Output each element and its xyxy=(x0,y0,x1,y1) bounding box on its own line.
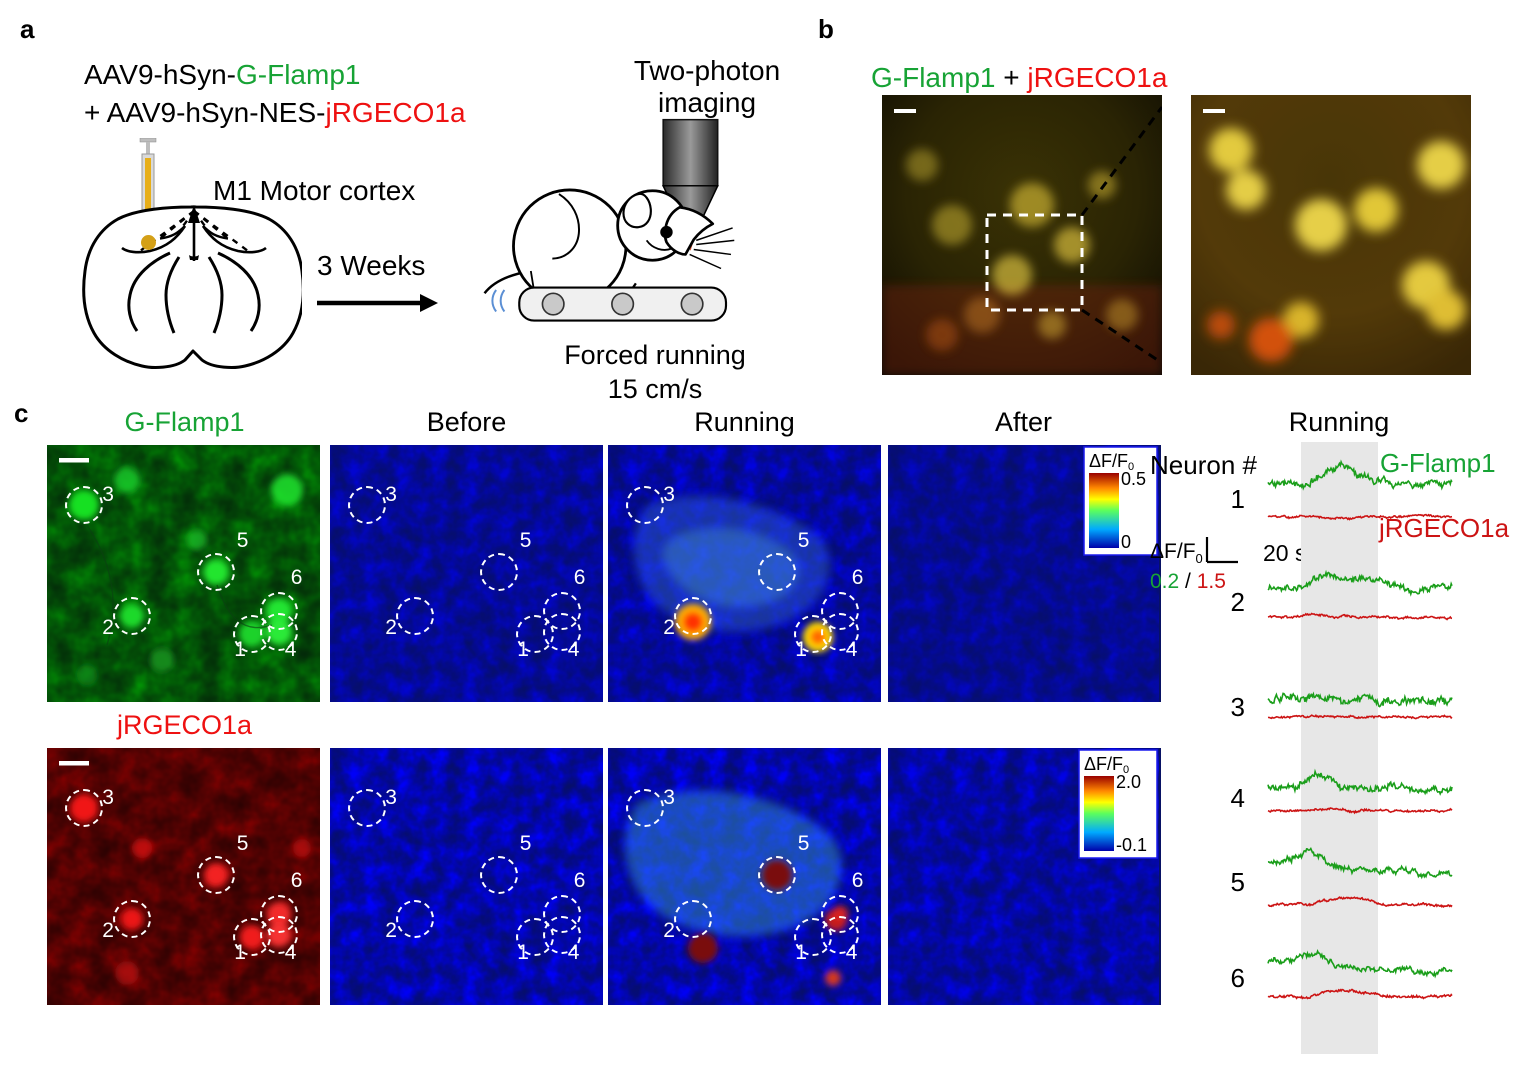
svg-text:0: 0 xyxy=(1121,532,1131,552)
svg-text:4: 4 xyxy=(1231,783,1245,813)
svg-text:2.0: 2.0 xyxy=(1116,772,1141,792)
svg-text:2: 2 xyxy=(1231,587,1245,617)
svg-text:0.5: 0.5 xyxy=(1121,469,1146,489)
svg-text:5: 5 xyxy=(1231,867,1245,897)
svg-text:3: 3 xyxy=(1231,692,1245,722)
svg-text:1: 1 xyxy=(1231,484,1245,514)
svg-text:-0.1: -0.1 xyxy=(1116,835,1147,855)
svg-text:6: 6 xyxy=(1231,963,1245,993)
